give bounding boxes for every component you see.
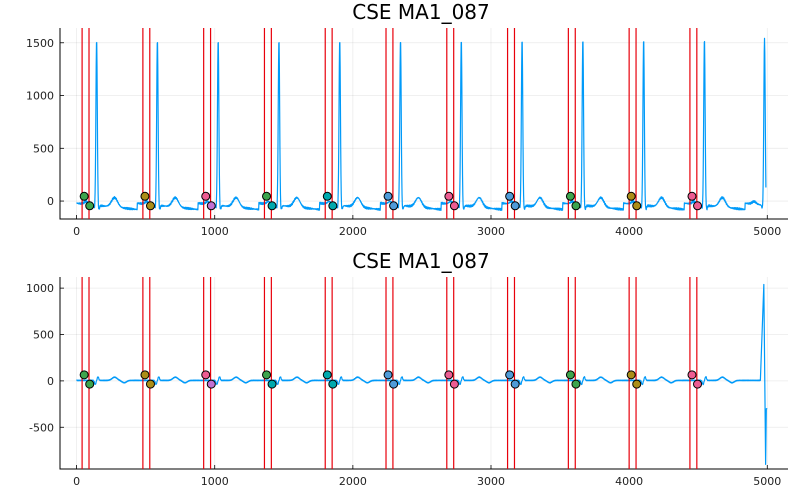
fiducial-point bbox=[626, 191, 636, 201]
fiducial-point bbox=[632, 379, 642, 389]
fiducial-point bbox=[632, 201, 642, 211]
fiducial-point bbox=[505, 191, 515, 201]
y-tick-label: 500 bbox=[33, 142, 54, 155]
fiducial-point bbox=[145, 379, 155, 389]
fiducial-point bbox=[85, 379, 95, 389]
x-tick-label: 0 bbox=[73, 225, 80, 238]
fiducial-point bbox=[140, 370, 150, 380]
fiducial-point bbox=[267, 201, 277, 211]
fiducial-point bbox=[79, 370, 89, 380]
fiducial-point bbox=[449, 379, 459, 389]
x-tick-label: 4000 bbox=[615, 225, 643, 238]
fiducial-point bbox=[206, 379, 216, 389]
y-tick-label: -500 bbox=[29, 421, 54, 434]
fiducial-point bbox=[565, 191, 575, 201]
fiducial-point bbox=[201, 191, 211, 201]
x-tick-label: 4000 bbox=[615, 475, 643, 488]
fiducial-point bbox=[510, 201, 520, 211]
fiducial-point bbox=[267, 379, 277, 389]
fiducial-point bbox=[145, 201, 155, 211]
y-tick-label: 0 bbox=[47, 375, 54, 388]
fiducial-point bbox=[85, 201, 95, 211]
fiducial-point bbox=[262, 191, 272, 201]
fiducial-point bbox=[444, 191, 454, 201]
fiducial-point bbox=[571, 201, 581, 211]
fiducial-point bbox=[328, 201, 338, 211]
fiducial-point bbox=[262, 370, 272, 380]
fiducial-point bbox=[201, 370, 211, 380]
x-tick-label: 5000 bbox=[753, 225, 781, 238]
fiducial-point bbox=[687, 370, 697, 380]
y-tick-label: 1000 bbox=[26, 90, 54, 103]
y-tick-label: 1000 bbox=[26, 282, 54, 295]
fiducial-point bbox=[328, 379, 338, 389]
x-tick-label: 1000 bbox=[201, 225, 229, 238]
fiducial-point bbox=[140, 191, 150, 201]
fiducial-point bbox=[626, 370, 636, 380]
axes-spine bbox=[59, 277, 788, 470]
x-tick-label: 3000 bbox=[477, 475, 505, 488]
fiducial-point bbox=[389, 201, 399, 211]
y-tick-label: 0 bbox=[47, 195, 54, 208]
y-tick-label: 1500 bbox=[26, 37, 54, 50]
fiducial-point bbox=[383, 191, 393, 201]
x-tick-label: 5000 bbox=[753, 475, 781, 488]
fiducial-point bbox=[687, 191, 697, 201]
top-chart-title: CSE MA1_087 bbox=[352, 0, 490, 24]
bottom-ecg-panel: CSE MA1_087 0 1000 2000 3000 4000 5000 -500 0 50… bbox=[26, 249, 788, 488]
fiducial-point bbox=[322, 370, 332, 380]
fiducial-point bbox=[449, 201, 459, 211]
y-tick-label: 500 bbox=[33, 329, 54, 342]
bottom-chart-title: CSE MA1_087 bbox=[352, 249, 490, 273]
axes-spine bbox=[59, 28, 788, 220]
fiducial-point bbox=[571, 379, 581, 389]
x-tick-label: 0 bbox=[73, 475, 80, 488]
top-ecg-panel: CSE MA1_087 0 1000 2000 3000 4000 5000 0 500 100… bbox=[26, 0, 788, 238]
fiducial-point bbox=[565, 370, 575, 380]
fiducial-point bbox=[79, 191, 89, 201]
fiducial-point bbox=[389, 379, 399, 389]
fiducial-point bbox=[693, 201, 703, 211]
fiducial-point bbox=[383, 370, 393, 380]
x-tick-label: 2000 bbox=[339, 475, 367, 488]
ecg-signal-line bbox=[76, 283, 768, 465]
fiducial-point bbox=[510, 379, 520, 389]
fiducial-point bbox=[693, 379, 703, 389]
fiducial-point bbox=[322, 191, 332, 201]
x-tick-label: 2000 bbox=[339, 225, 367, 238]
fiducial-point bbox=[206, 201, 216, 211]
fiducial-point bbox=[505, 370, 515, 380]
ecg-signal-line bbox=[76, 37, 767, 211]
fiducial-point bbox=[444, 370, 454, 380]
x-tick-label: 3000 bbox=[477, 225, 505, 238]
x-tick-label: 1000 bbox=[201, 475, 229, 488]
